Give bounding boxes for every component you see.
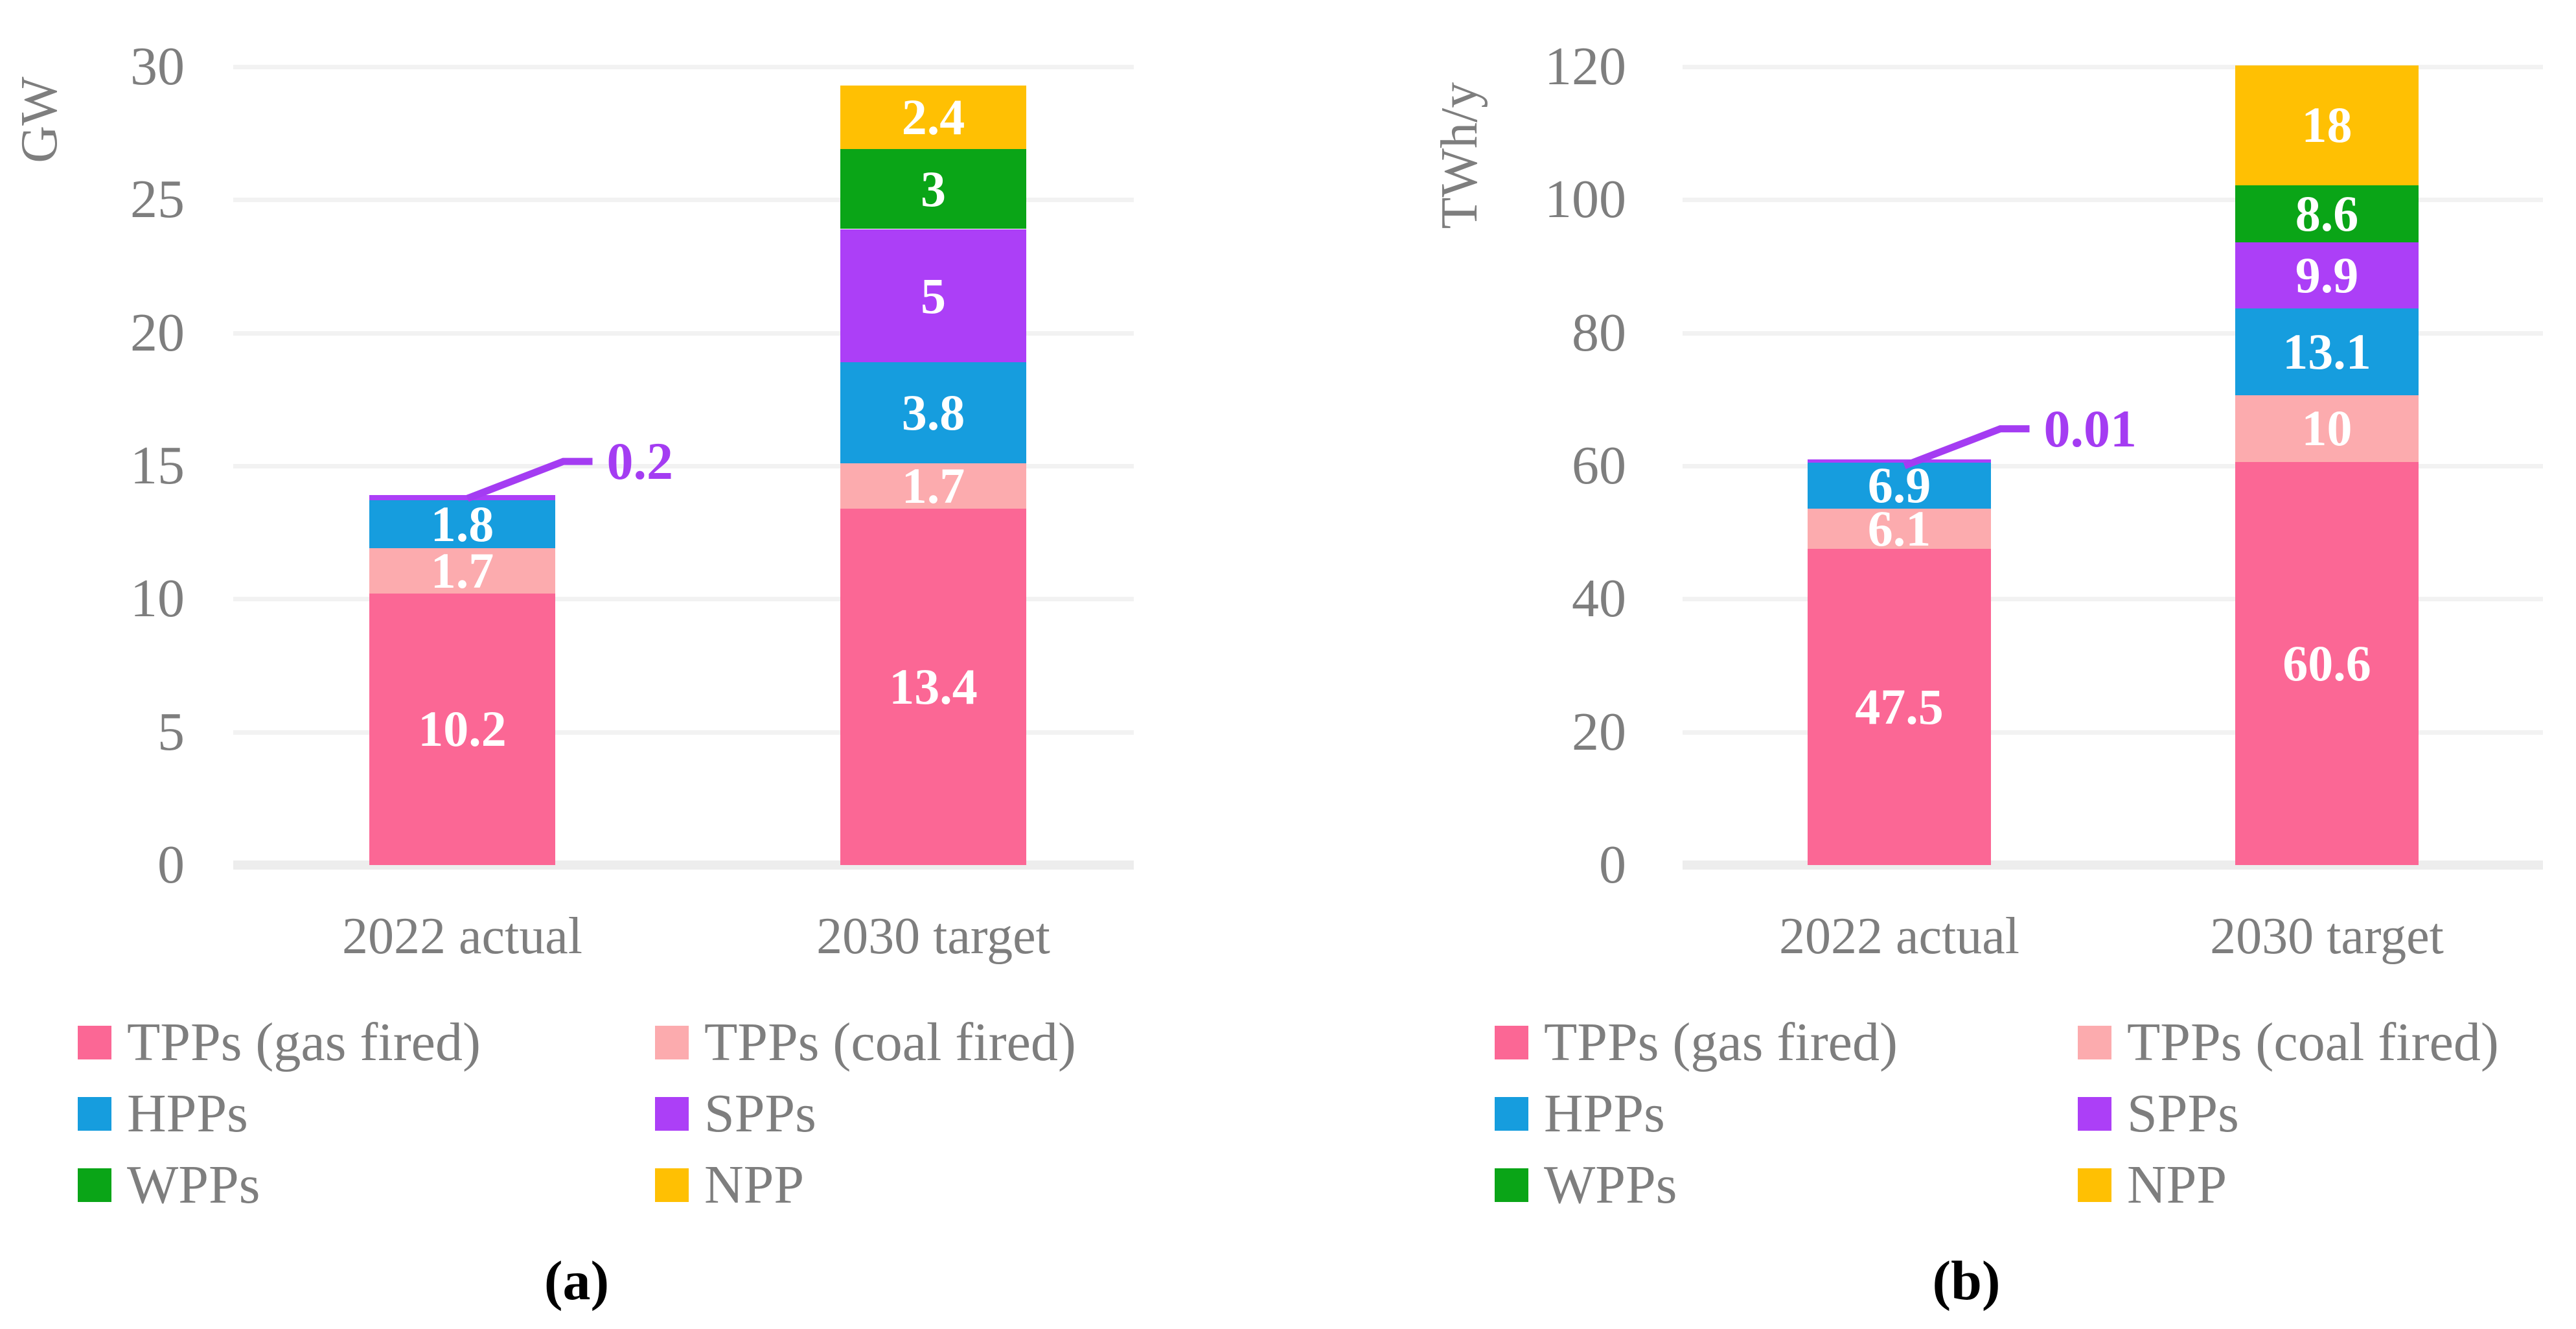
y-tick-label: 0 [157, 835, 185, 895]
y-tick-label: 30 [130, 36, 185, 97]
bar-value-label: 3.8 [901, 384, 965, 441]
bar-value-label: 1.8 [430, 496, 494, 553]
legend-label: SPPs [704, 1083, 816, 1144]
bar-segment-spp [1808, 459, 1991, 463]
legend-swatch-hpp [78, 1097, 111, 1131]
legend-label: WPPs [1544, 1155, 1677, 1215]
gridline [233, 730, 1134, 735]
y-tick-label: 5 [157, 701, 185, 762]
y-tick-label: 25 [130, 169, 185, 230]
legend-label: WPPs [127, 1155, 260, 1215]
legend-swatch-wpp [1495, 1168, 1528, 1202]
legend-swatch-hpp [1495, 1097, 1528, 1131]
bar-segment-npp [2235, 65, 2419, 185]
bar-value-label: 10.2 [418, 700, 507, 757]
legend-swatch-wpp [78, 1168, 111, 1202]
legend-label: NPP [704, 1155, 805, 1215]
bar-segment-coal [369, 548, 555, 594]
annotation-value-label: 0.2 [606, 432, 674, 491]
bar-segment-gas [1808, 549, 1991, 865]
y-tick-label: 10 [130, 568, 185, 629]
bar-segment-spp [840, 229, 1026, 362]
bar-value-label: 1.7 [430, 542, 494, 599]
gridline [233, 198, 1134, 203]
bar-segment-spp [2235, 242, 2419, 308]
category-label: 2022 actual [342, 908, 582, 965]
gridline [1683, 65, 2543, 69]
bar-value-label: 10 [2301, 400, 2352, 457]
bar-value-label: 2.4 [901, 88, 965, 145]
y-tick-label: 20 [130, 302, 185, 363]
legend-label: TPPs (coal fired) [2127, 1012, 2499, 1072]
bar-value-label: 13.4 [889, 658, 978, 715]
y-tick-label: 100 [1545, 169, 1626, 230]
bar-segment-gas [2235, 461, 2419, 865]
legend-label: NPP [2127, 1155, 2227, 1215]
gridline [1683, 330, 2543, 336]
legend-swatch-gas [1495, 1026, 1528, 1059]
y-tick-label: 60 [1572, 435, 1626, 496]
bar-segment-gas [840, 508, 1026, 865]
y-tick-label: 80 [1572, 302, 1626, 363]
bar-value-label: 1.7 [901, 457, 965, 514]
gridline [1683, 730, 2543, 735]
bar-value-label: 8.6 [2295, 185, 2359, 242]
legend-label: HPPs [1544, 1083, 1665, 1144]
gridline [233, 464, 1134, 468]
category-label: 2030 target [2210, 908, 2444, 965]
gridline [1683, 198, 2543, 203]
gridline [233, 65, 1134, 69]
bar-segment-hpp [369, 500, 555, 549]
bar-value-label: 6.9 [1867, 456, 1931, 513]
bar-value-label: 18 [2301, 96, 2352, 153]
bar-segment-wpp [2235, 185, 2419, 243]
bar-value-label: 3 [921, 161, 946, 218]
legend-label: HPPs [127, 1083, 248, 1144]
legend-swatch-npp [2078, 1168, 2111, 1202]
category-label: 2022 actual [1779, 908, 2019, 965]
legend-swatch-coal [655, 1026, 689, 1059]
bar-segment-hpp [840, 362, 1026, 463]
legend-swatch-coal [2078, 1026, 2111, 1059]
bar-segment-coal [1808, 508, 1991, 549]
category-label: 2030 target [816, 908, 1050, 965]
bar-segment-coal [840, 463, 1026, 509]
y-tick-label: 40 [1572, 568, 1626, 629]
y-tick-label: 120 [1545, 36, 1626, 97]
legend-label: TPPs (gas fired) [127, 1012, 481, 1072]
bar-segment-hpp [2235, 308, 2419, 396]
legend-swatch-spp [2078, 1097, 2111, 1131]
y-axis-title: GW [11, 76, 68, 163]
y-axis-title: TWh/y [1431, 82, 1488, 229]
bar-segment-wpp [840, 149, 1026, 229]
y-tick-label: 0 [1599, 835, 1626, 895]
legend-label: TPPs (gas fired) [1544, 1012, 1898, 1072]
gridline [1683, 464, 2543, 468]
bar-value-label: 13.1 [2283, 323, 2371, 380]
bar-value-label: 6.1 [1867, 500, 1931, 557]
caption-b: (b) [1932, 1249, 2001, 1312]
annotation-value-label: 0.01 [2043, 399, 2137, 458]
bar-segment-gas [369, 594, 555, 865]
gridline [233, 330, 1134, 336]
y-tick-label: 15 [130, 435, 185, 496]
bar-segment-hpp [1808, 462, 1991, 509]
bar-segment-coal [2235, 395, 2419, 462]
gridline [1683, 597, 2543, 602]
caption-a: (a) [544, 1249, 610, 1312]
gridline [233, 597, 1134, 602]
y-tick-label: 20 [1572, 701, 1626, 762]
legend-label: SPPs [2127, 1083, 2239, 1144]
bar-segment-npp [840, 85, 1026, 150]
legend-label: TPPs (coal fired) [704, 1012, 1076, 1072]
bar-value-label: 5 [921, 267, 946, 324]
legend-swatch-spp [655, 1097, 689, 1131]
bar-value-label: 60.6 [2283, 634, 2371, 691]
bar-value-label: 47.5 [1855, 678, 1944, 735]
bar-value-label: 9.9 [2295, 247, 2359, 304]
legend-swatch-gas [78, 1026, 111, 1059]
bar-segment-spp [369, 495, 555, 501]
legend-swatch-npp [655, 1168, 689, 1202]
